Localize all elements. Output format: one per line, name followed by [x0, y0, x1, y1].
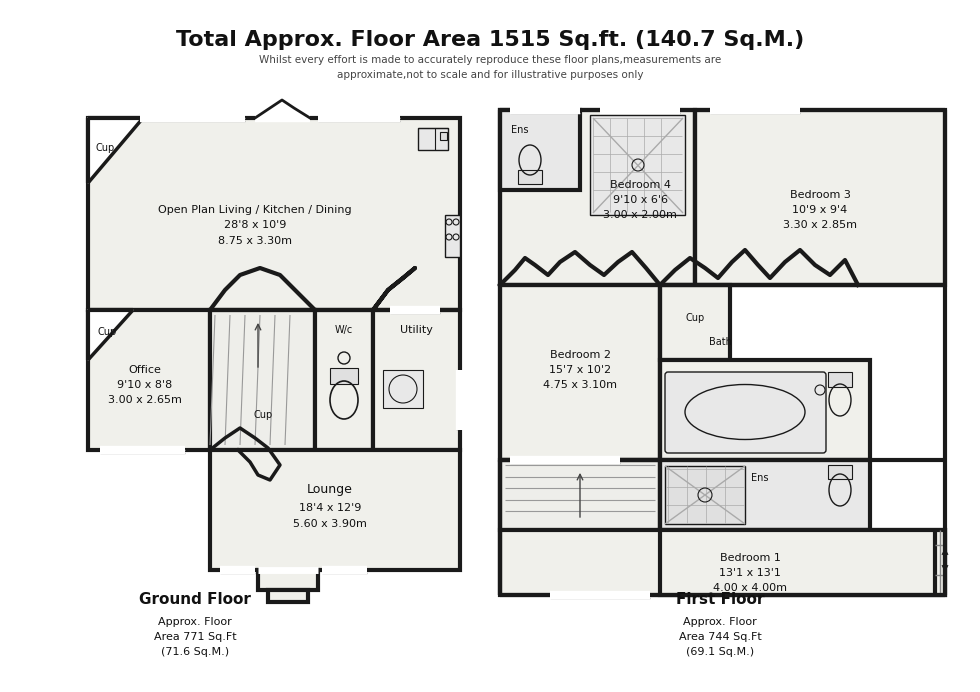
- Text: 18'4 x 12'9: 18'4 x 12'9: [299, 503, 362, 513]
- Text: Total Approx. Floor Area 1515 Sq.ft. (140.7 Sq.M.): Total Approx. Floor Area 1515 Sq.ft. (14…: [175, 30, 805, 50]
- Bar: [500, 460, 660, 530]
- Text: 5.60 x 3.90m: 5.60 x 3.90m: [293, 519, 367, 529]
- Text: 8.75 x 3.30m: 8.75 x 3.30m: [218, 236, 292, 246]
- Bar: [330, 368, 358, 384]
- Bar: [373, 310, 460, 450]
- Text: (69.1 Sq.M.): (69.1 Sq.M.): [686, 647, 754, 657]
- Text: Approx. Floor: Approx. Floor: [158, 617, 232, 627]
- Bar: [828, 372, 852, 387]
- Text: 3.00 x 2.00m: 3.00 x 2.00m: [603, 210, 677, 220]
- Text: W/c: W/c: [335, 325, 353, 335]
- Bar: [88, 118, 460, 310]
- Polygon shape: [88, 310, 133, 360]
- Bar: [500, 530, 945, 595]
- Bar: [440, 132, 447, 140]
- Text: (71.6 Sq.M.): (71.6 Sq.M.): [161, 647, 229, 657]
- Text: Cup: Cup: [97, 327, 117, 337]
- Text: 3.00 x 2.65m: 3.00 x 2.65m: [108, 395, 182, 405]
- Bar: [500, 285, 660, 460]
- Bar: [383, 370, 423, 408]
- Bar: [590, 115, 685, 215]
- Bar: [268, 590, 308, 602]
- Text: Ens: Ens: [512, 125, 529, 135]
- Text: Cup: Cup: [95, 143, 115, 153]
- Bar: [660, 285, 730, 360]
- Text: Bedroom 2: Bedroom 2: [550, 350, 611, 360]
- Text: Cup: Cup: [685, 313, 705, 323]
- Text: 9'10 x 8'8: 9'10 x 8'8: [118, 380, 172, 390]
- FancyBboxPatch shape: [665, 372, 826, 453]
- Bar: [315, 310, 373, 450]
- Text: Ground Floor: Ground Floor: [139, 592, 251, 608]
- Text: 4.75 x 3.10m: 4.75 x 3.10m: [543, 380, 617, 390]
- Bar: [445, 215, 460, 257]
- Polygon shape: [88, 118, 143, 183]
- Text: 10'9 x 9'4: 10'9 x 9'4: [793, 205, 848, 215]
- Text: Office: Office: [128, 365, 162, 375]
- Text: Bedroom 4: Bedroom 4: [610, 180, 670, 190]
- Text: Bedroom 3: Bedroom 3: [790, 190, 851, 200]
- Bar: [660, 530, 945, 595]
- Text: Bath: Bath: [709, 337, 731, 347]
- Text: Lounge: Lounge: [307, 484, 353, 496]
- Text: First Floor: First Floor: [676, 592, 764, 608]
- Bar: [665, 466, 745, 524]
- Text: Area 744 Sq.Ft: Area 744 Sq.Ft: [678, 632, 761, 642]
- Text: Open Plan Living / Kitchen / Dining: Open Plan Living / Kitchen / Dining: [158, 205, 352, 215]
- Text: 9'10 x 6'6: 9'10 x 6'6: [612, 195, 667, 205]
- Text: Approx. Floor: Approx. Floor: [683, 617, 757, 627]
- Bar: [500, 110, 580, 190]
- Bar: [828, 465, 852, 479]
- Bar: [660, 360, 870, 460]
- Text: 4.00 x 4.00m: 4.00 x 4.00m: [713, 583, 787, 593]
- Bar: [418, 128, 448, 150]
- Text: Cup: Cup: [254, 410, 272, 420]
- Text: 3.30 x 2.85m: 3.30 x 2.85m: [783, 220, 857, 230]
- Bar: [210, 310, 315, 450]
- Bar: [518, 170, 542, 184]
- Text: Area 771 Sq.Ft: Area 771 Sq.Ft: [154, 632, 236, 642]
- Text: 13'1 x 13'1: 13'1 x 13'1: [719, 568, 781, 578]
- Text: Bedroom 1: Bedroom 1: [719, 553, 780, 563]
- Text: 28'8 x 10'9: 28'8 x 10'9: [223, 220, 286, 230]
- Bar: [258, 570, 318, 590]
- Bar: [660, 460, 870, 530]
- Bar: [88, 310, 210, 450]
- Text: 15'7 x 10'2: 15'7 x 10'2: [549, 365, 612, 375]
- Text: Utility: Utility: [400, 325, 432, 335]
- Bar: [210, 450, 460, 570]
- Text: Whilst every effort is made to accurately reproduce these floor plans,measuremen: Whilst every effort is made to accuratel…: [259, 55, 721, 80]
- Bar: [695, 110, 945, 285]
- Text: Ens: Ens: [752, 473, 768, 483]
- Bar: [500, 110, 695, 285]
